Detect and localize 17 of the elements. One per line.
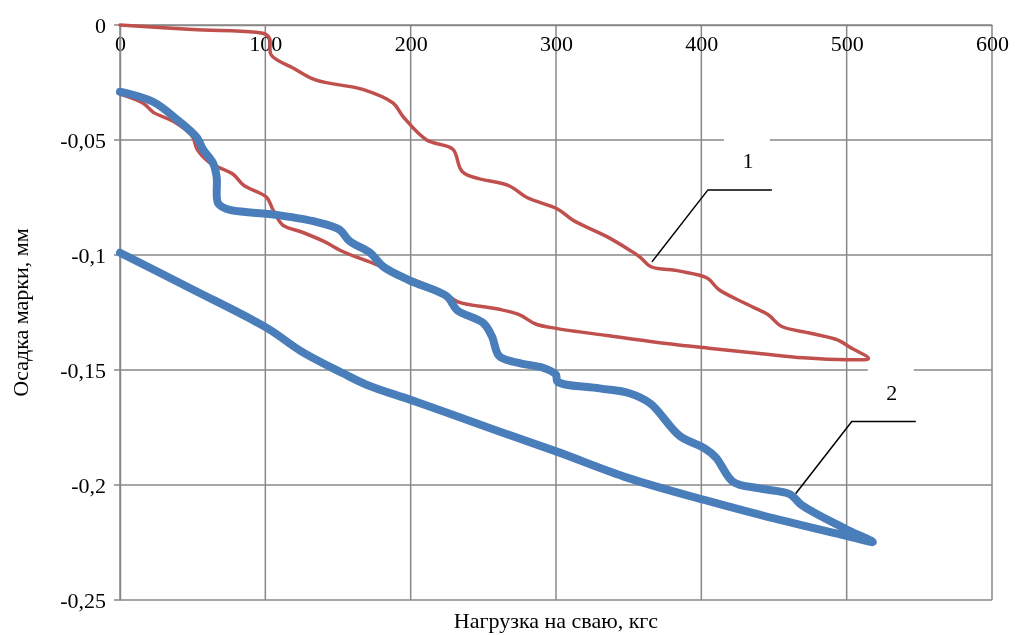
x-tick-label: 0 [115,30,126,56]
y-tick-label: -0,1 [71,242,106,268]
x-tick-label: 500 [830,30,864,56]
y-tick-label: -0,15 [60,357,106,383]
x-tick-label: 400 [685,30,719,56]
x-tick-label: 300 [540,30,573,56]
annotation: 1 [742,147,754,173]
y-tick-label: -0,25 [60,587,106,613]
line-series [118,23,871,362]
y-tick-label: -0,05 [60,127,106,153]
x-axis-title: Нагрузка на сваю, кгс [453,608,659,633]
y-tick-label: 0 [95,12,106,38]
x-tick-label: 600 [976,30,1009,56]
y-tick-label: -0,2 [71,472,106,498]
y-axis-title: Осадка марки, мм [8,228,33,397]
x-tick-label: 200 [394,30,428,56]
annotation: 2 [886,379,898,405]
